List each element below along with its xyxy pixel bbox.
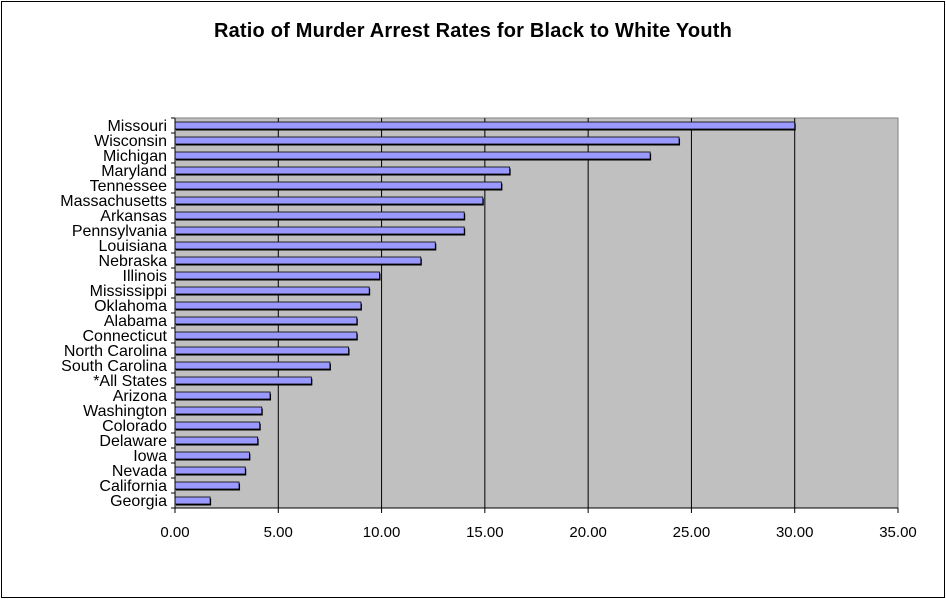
- category-label: Colorado: [102, 418, 167, 435]
- category-label: Michigan: [103, 148, 167, 165]
- bar: [174, 436, 259, 445]
- bar: [174, 196, 484, 205]
- x-tick-label: 25.00: [673, 524, 711, 541]
- x-tick-label: 5.00: [264, 524, 293, 541]
- category-label: Georgia: [110, 493, 167, 510]
- category-label: Arkansas: [100, 208, 167, 225]
- category-label: Nevada: [112, 463, 167, 480]
- chart-title: Ratio of Murder Arrest Rates for Black t…: [213, 20, 733, 42]
- category-label: Washington: [83, 403, 167, 420]
- category-label: California: [99, 478, 167, 495]
- category-label: Iowa: [133, 448, 167, 465]
- category-label: Tennessee: [90, 178, 167, 195]
- bar: [174, 316, 358, 325]
- bar: [174, 271, 380, 280]
- category-label: Mississippi: [90, 283, 167, 300]
- category-label: Delaware: [99, 433, 167, 450]
- bar: [174, 361, 331, 370]
- bar: [174, 121, 796, 130]
- x-tick-label: 0.00: [160, 524, 189, 541]
- category-label: Wisconsin: [94, 133, 167, 150]
- category-label: Pennsylvania: [72, 223, 167, 240]
- bar: [174, 226, 465, 235]
- x-tick-label: 15.00: [466, 524, 504, 541]
- category-label: Massachusetts: [60, 193, 167, 210]
- bar: [174, 391, 271, 400]
- category-label: Alabama: [104, 313, 167, 330]
- bar: [174, 241, 436, 250]
- bar: [174, 481, 240, 490]
- category-label: Maryland: [101, 163, 167, 180]
- category-label: Illinois: [123, 268, 167, 285]
- bar: [174, 166, 511, 175]
- bar: [174, 151, 651, 160]
- axes: [171, 117, 899, 513]
- category-label: North Carolina: [64, 343, 167, 360]
- category-label: Nebraska: [99, 253, 168, 270]
- bar: [174, 301, 362, 310]
- category-label: Connecticut: [83, 328, 168, 345]
- category-label: Arizona: [113, 388, 167, 405]
- bar: [174, 286, 370, 295]
- x-tick-label: 10.00: [363, 524, 401, 541]
- bar: [174, 211, 465, 220]
- bar: [174, 496, 211, 505]
- x-tick-label: 20.00: [569, 524, 607, 541]
- x-tick-labels: 0.00 5.00 10.00 15.00 20.00 25.00 30.00 35.00: [160, 524, 916, 541]
- bar: [174, 466, 246, 475]
- bar: [174, 421, 261, 430]
- category-labels: MissouriWisconsinMichiganMarylandTenness…: [60, 118, 167, 510]
- category-label: Oklahoma: [94, 298, 167, 315]
- bar: [174, 181, 502, 190]
- category-label: Louisiana: [99, 238, 168, 255]
- category-label: South Carolina: [61, 358, 167, 375]
- bar: [174, 331, 358, 340]
- bar: [174, 136, 680, 145]
- bar: [174, 256, 422, 265]
- bar: [174, 376, 312, 385]
- bar: [174, 451, 250, 460]
- category-label: Missouri: [107, 118, 167, 135]
- category-label: *All States: [93, 373, 167, 390]
- x-tick-label: 30.00: [776, 524, 814, 541]
- bar: [174, 346, 349, 355]
- x-tick-label: 35.00: [879, 524, 917, 541]
- plot-area: [174, 117, 899, 509]
- bar: [174, 406, 263, 415]
